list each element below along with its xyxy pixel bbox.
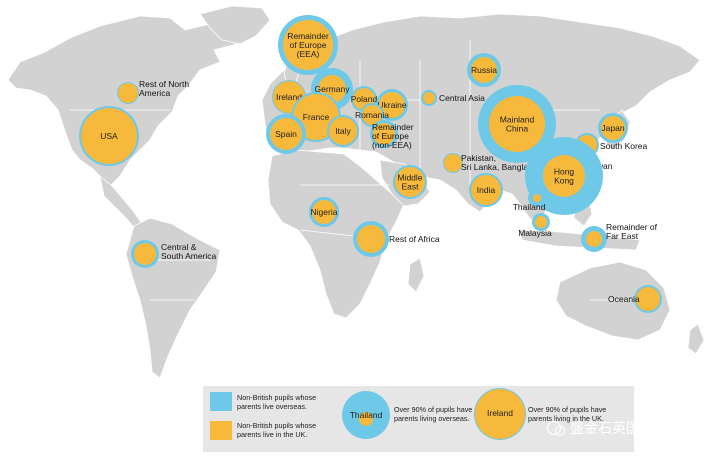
bubble-nigeria: Nigeria [309,197,339,227]
region-label: Mainland China [500,115,535,134]
bubble-india: India [469,173,503,207]
region-label: Remainder of Europe (EEA) [287,31,329,59]
bubble-pakistan-sri-lanka-bangladesh: Pakistan, Sri Lanka, Bangladesh [443,153,547,173]
region-label: Hong Kong [554,167,575,186]
bubble-remainder-of-europe-non-eea: Remainder of Europe (non-EEA) [370,120,414,150]
greenland [199,5,271,45]
legend-example-overseas-name: Thailand [350,410,383,420]
uk-circle [444,154,462,172]
legend-example-overseas-label: Over 90% of pupils have parents living ov… [394,405,472,423]
legend-box [203,386,634,452]
bubble-usa: USA [79,106,139,166]
bubble-spain: Spain [266,114,306,154]
australia [555,261,671,341]
watermark-text: 盛金石英国地产 [570,420,668,437]
uk-circle [329,117,357,145]
wechat-icon [546,420,562,436]
bubble-remainder-of-europe-eea: Remainder of Europe (EEA) [278,15,338,75]
region-label: Germany [315,84,351,94]
legend-swatch-uk [210,421,232,440]
region-label: Italy [335,126,351,136]
uk-circle [471,175,501,205]
region-label: Rest of North America [139,79,189,98]
bubble-central-south-america: Central & South America [131,240,217,268]
uk-circle [471,57,497,83]
bubble-malaysia: Malaysia [518,213,552,238]
bubble-rest-of-north-america: Rest of North America [117,79,189,104]
region-label: Central Asia [439,93,485,103]
bubble-middle-east: Middle East [393,165,427,199]
region-label: Rest of Africa [389,234,440,244]
region-label: USA [100,131,118,141]
region-label: Ireland [276,92,302,102]
madagascar [407,257,425,293]
region-label: Central & South America [161,242,217,261]
uk-circle [270,118,302,150]
region-label: Remainder of Europe (non-EEA) [372,122,414,150]
bubble-rest-of-africa: Rest of Africa [353,221,440,257]
legend-example-uk-name: Ireland [487,408,513,418]
land-masses [7,5,705,379]
region-label: South Korea [600,141,648,151]
region-label: France [303,112,330,122]
bubble-romania: Romania [355,103,389,127]
region-label: Ukraine [377,100,407,110]
legend-overseas-label: Non-British pupils whose parents live ove… [237,393,316,411]
region-label: Russia [471,65,497,75]
legend-swatch-overseas [210,392,232,411]
uk-circle [636,287,660,311]
uk-circle [134,243,156,265]
bubble-mainland-china: Mainland China [478,85,556,163]
uk-circle [81,108,137,164]
uk-circle [379,92,405,118]
uk-circle [373,123,395,145]
region-label: Oceania [608,294,640,304]
bubble-thailand: Thailand [513,189,546,212]
uk-circle [362,105,382,125]
legend: Non-British pupils whose parents live ove… [203,386,668,452]
bubble-ukraine: Ukraine [376,89,408,121]
region-label: India [477,185,496,195]
bubble-russia: Russia [467,53,501,87]
legend-example-uk-inner [475,389,525,439]
region-label: Nigeria [311,207,338,217]
uk-circle [357,225,385,253]
indonesia [519,229,641,251]
region-label: Malaysia [518,228,552,238]
central-america [99,174,143,231]
uk-circle [535,216,547,228]
uk-circle [489,96,545,152]
region-bubbles: Remainder of Europe (EEA) Russia Rest of Nor… [79,15,662,313]
region-label: Japan [601,123,624,133]
bubble-central-asia: Central Asia [421,90,485,106]
legend-uk-label: Non-British pupils whose parents live in … [237,421,316,439]
uk-circle [543,155,585,197]
region-label: Thailand [513,202,546,212]
uk-circle [312,200,336,224]
uk-circle [601,116,625,140]
region-label: Poland [351,94,378,104]
uk-circle [283,20,333,70]
uk-circle [586,231,602,247]
region-label: Remainder of Far East [606,222,658,241]
bubble-japan: Japan [598,113,628,143]
region-label: Middle East [397,173,422,192]
bubble-italy: Italy [327,115,359,147]
uk-circle [533,194,541,202]
uk-circle [423,92,435,104]
bubble-remainder-of-far-east: Remainder of Far East [581,222,658,252]
region-label: Pakistan, Sri Lanka, Bangladesh [461,153,547,172]
bubble-oceania: Oceania [608,285,662,313]
legend-example-overseas-inner [359,412,373,426]
uk-circle [118,83,138,103]
region-label: Romania [355,110,389,120]
legend-example-uk-label: Over 90% of pupils have parents living in… [528,405,606,423]
region-label: Spain [275,129,297,139]
new-zealand [687,323,705,355]
watermark: 盛金石英国地产 [546,420,668,437]
uk-circle [395,167,425,197]
